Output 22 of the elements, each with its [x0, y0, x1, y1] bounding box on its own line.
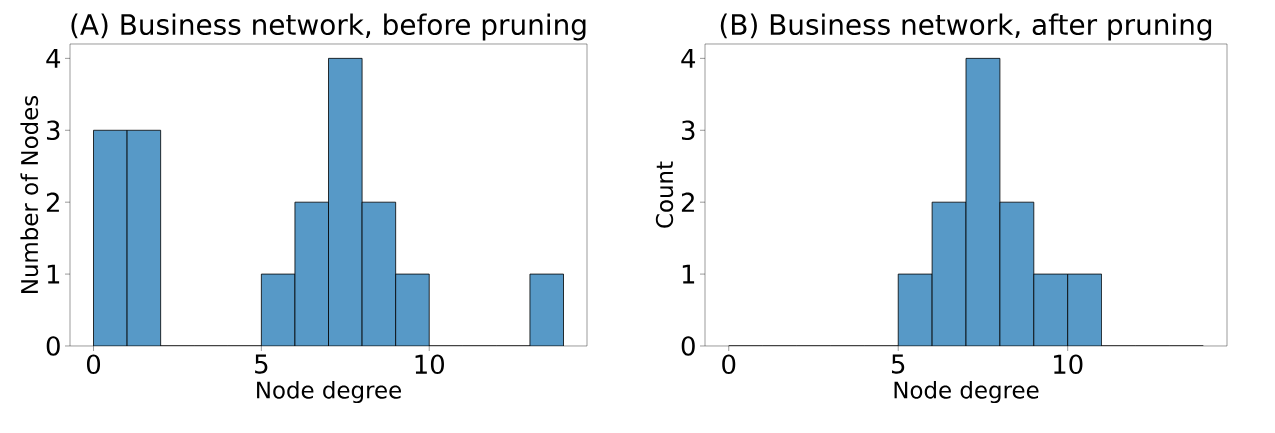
x-tick-label: 10: [415, 354, 444, 375]
chart-title: (A) Business network, before pruning: [71, 13, 586, 41]
x-tick-label: 5: [891, 354, 905, 374]
y-tick-label: 4: [681, 48, 696, 68]
x-axis-title: Node degree: [894, 380, 1039, 404]
y-tick-label: 4: [46, 48, 61, 68]
x-tick-label: 0: [722, 354, 736, 375]
x-tick-label: 10: [1054, 354, 1083, 375]
y-tick-label: 3: [681, 120, 695, 141]
x-axis-title: Node degree: [257, 380, 401, 404]
y-tick-label: 3: [46, 120, 60, 141]
y-tick-label: 1: [47, 264, 60, 284]
y-tick-label: 1: [682, 264, 695, 284]
y-tick-label: 2: [681, 192, 694, 212]
y-tick-label: 2: [46, 192, 59, 212]
y-tick-label: 0: [681, 336, 695, 356]
x-tick-label: 0: [86, 354, 101, 375]
y-axis-title: Number of Nodes: [20, 95, 39, 293]
x-tick-label: 5: [255, 354, 268, 374]
y-tick-label: 0: [46, 336, 60, 356]
y-axis-title: Count: [655, 161, 674, 228]
chart-title: (B) Business network, after pruning: [720, 13, 1212, 41]
